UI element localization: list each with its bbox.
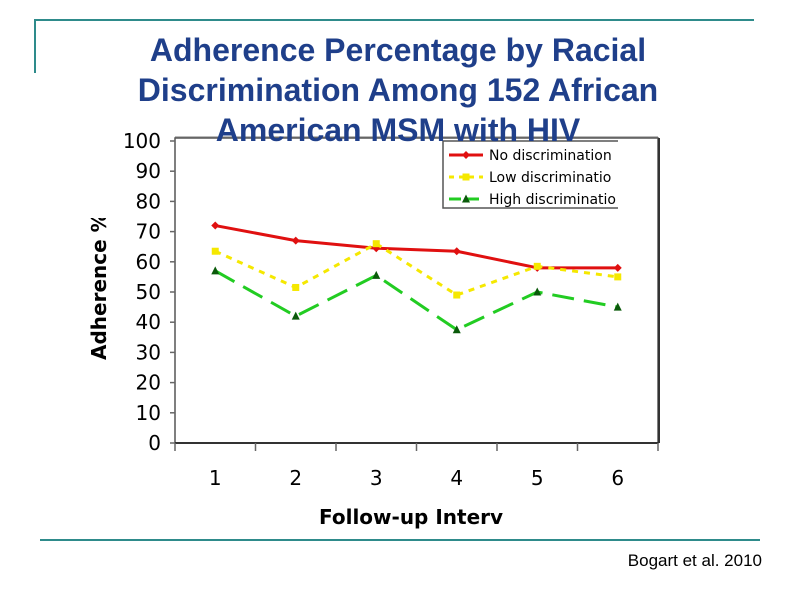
slide-title-line-2: Discrimination Among 152 African [138, 72, 658, 108]
series-2-point [614, 273, 622, 281]
y-tick-label: 60 [136, 250, 161, 274]
legend-label-1: No discrimination [489, 148, 612, 164]
series-2-point [292, 283, 300, 291]
series-3-point [533, 287, 542, 296]
y-tick-label: 50 [136, 280, 161, 304]
left-rule [34, 19, 36, 73]
series-2-point [372, 240, 380, 248]
series-3-point [291, 311, 300, 320]
legend-marker [462, 151, 470, 159]
y-axis-title: Adherence % [87, 212, 111, 360]
slide-title: Adherence Percentage by Racial Discrimin… [138, 32, 658, 148]
legend-box [442, 140, 618, 209]
y-tick-label: 70 [136, 220, 161, 244]
y-tick-label: 20 [136, 371, 161, 395]
x-tick-label: 6 [611, 466, 624, 490]
x-tick-label: 1 [209, 466, 222, 490]
series-3-point [452, 325, 461, 334]
series-1-point [211, 221, 220, 230]
legend-marker [462, 194, 470, 203]
x-tick-label: 3 [370, 466, 383, 490]
x-tick-label: 5 [531, 466, 544, 490]
plot-layer: 0 10 20 30 40 50 60 70 80 90 100 1 2 3 4 5 6 Follow-up In… [87, 129, 660, 529]
series-1-point [613, 263, 622, 272]
x-tick-label: 4 [450, 466, 463, 490]
legend-label-3: High discriminatio [489, 192, 616, 208]
slide-title-line-3: American MSM with HIV [216, 112, 581, 148]
bottom-rule [40, 539, 760, 541]
y-tick-label: 80 [136, 189, 161, 213]
series-2-point [453, 291, 461, 299]
y-tick-label: 10 [136, 401, 161, 425]
series-2-point [533, 262, 541, 270]
top-rule [34, 19, 754, 21]
legend-label-2: Low discriminatio [489, 170, 611, 186]
series-1-point [291, 236, 300, 245]
slide-title-line-1: Adherence Percentage by Racial [150, 32, 646, 68]
series-line-3 [214, 269, 619, 332]
x-tick-label: 2 [289, 466, 302, 490]
y-axis-title-group: Adherence % [87, 212, 111, 360]
series-line-2 [214, 242, 618, 297]
series-3-point [211, 266, 220, 275]
legend-marker [462, 173, 470, 181]
series-1-point [452, 247, 461, 256]
y-tick-label: 30 [136, 340, 161, 364]
series-2-point [211, 247, 219, 255]
series-3-point [613, 302, 622, 311]
y-tick-label: 0 [148, 431, 161, 455]
x-axis-title: Follow-up Interv [319, 505, 503, 529]
y-tick-label: 90 [136, 159, 161, 183]
legend: No discrimination Low discriminatio High d… [442, 140, 618, 209]
y-tick-label: 40 [136, 310, 161, 334]
citation: Bogart et al. 2010 [627, 551, 762, 570]
series-3-point [372, 270, 381, 279]
y-tick-label: 100 [123, 129, 161, 153]
